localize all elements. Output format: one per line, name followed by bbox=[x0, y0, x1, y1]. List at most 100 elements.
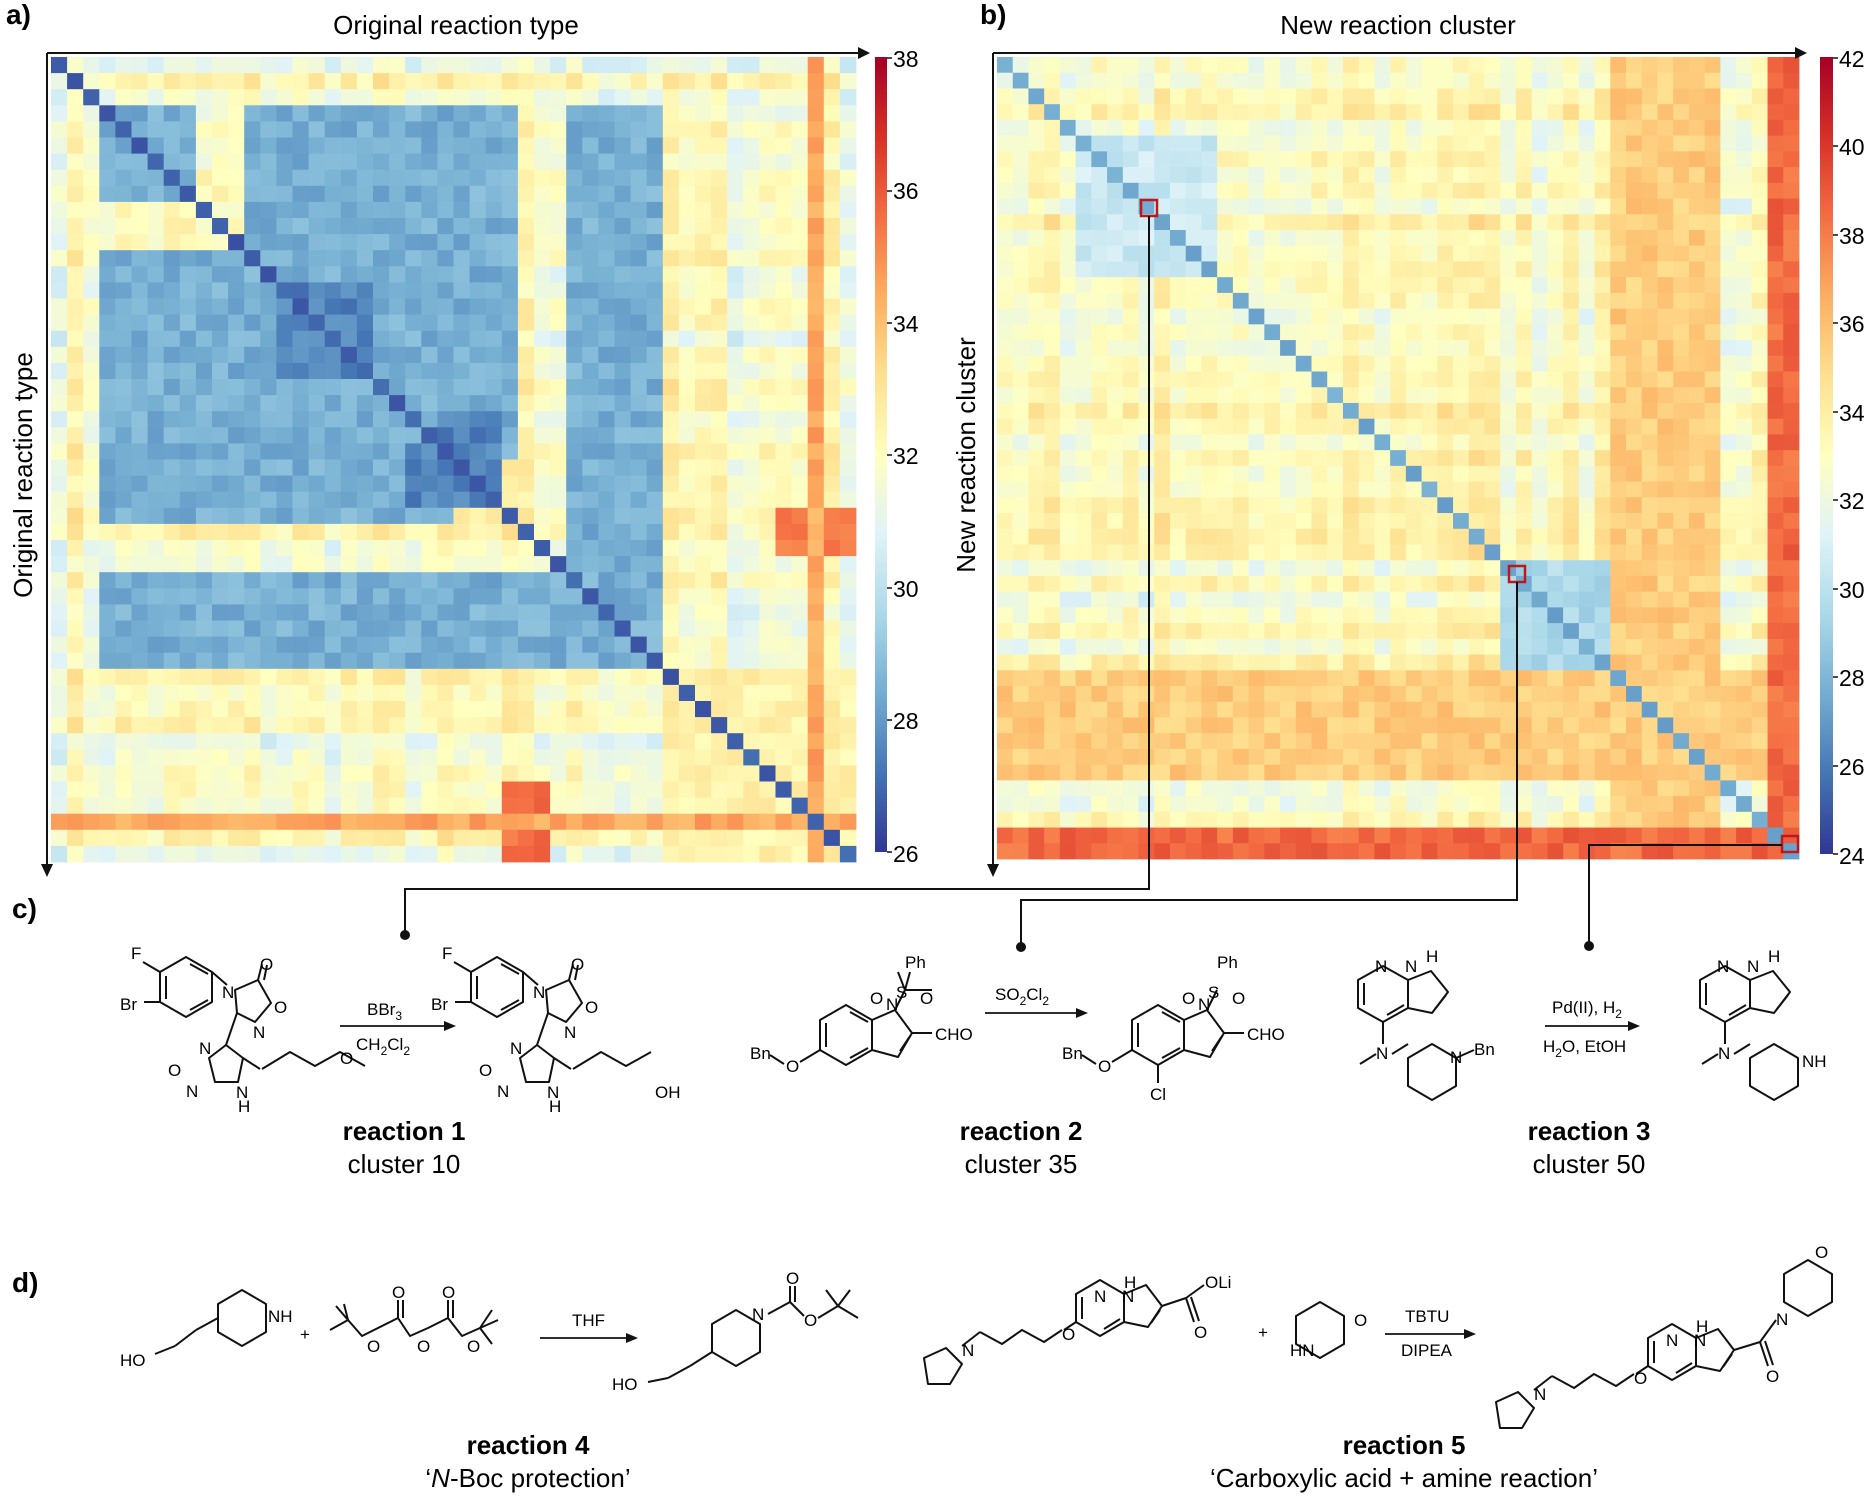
heatmap-cell bbox=[437, 717, 454, 734]
heatmap-cell bbox=[1122, 481, 1139, 498]
heatmap-cell bbox=[244, 701, 261, 718]
heatmap-cell bbox=[276, 411, 293, 428]
heatmap-cell bbox=[373, 797, 390, 815]
heatmap-cell bbox=[1515, 135, 1533, 152]
heatmap-cell bbox=[453, 684, 470, 702]
heatmap-cell bbox=[646, 717, 664, 734]
heatmap-cell bbox=[791, 89, 809, 106]
heatmap-cell bbox=[389, 701, 406, 718]
heatmap-cell bbox=[469, 395, 487, 412]
heatmap-cell bbox=[1138, 340, 1155, 357]
heatmap-cell bbox=[179, 73, 197, 90]
heatmap-cell bbox=[550, 234, 567, 251]
heatmap-cell bbox=[1280, 418, 1297, 435]
heatmap-cell bbox=[1122, 72, 1139, 89]
heatmap-cell bbox=[485, 620, 503, 637]
heatmap-cell bbox=[1657, 528, 1674, 545]
heatmap-cell bbox=[743, 346, 760, 364]
heatmap-cell bbox=[1641, 764, 1658, 781]
heatmap-cell bbox=[1028, 764, 1045, 781]
heatmap-cell bbox=[1515, 701, 1533, 718]
heatmap-cell bbox=[1453, 654, 1470, 671]
heatmap-cell bbox=[83, 201, 100, 219]
heatmap-cell bbox=[646, 765, 664, 782]
heatmap-cell bbox=[163, 620, 181, 637]
heatmap-cell bbox=[1107, 780, 1124, 797]
heatmap-cell bbox=[1075, 513, 1092, 530]
heatmap-cell bbox=[389, 282, 406, 299]
heatmap-cell bbox=[469, 234, 487, 251]
heatmap-cell bbox=[131, 845, 148, 863]
heatmap-cell bbox=[485, 427, 503, 444]
heatmap-cell bbox=[1641, 261, 1658, 278]
heatmap-cell bbox=[775, 749, 792, 766]
heatmap-cell bbox=[1012, 198, 1029, 215]
heatmap-cell bbox=[1075, 229, 1092, 247]
heatmap-cell bbox=[997, 214, 1014, 231]
heatmap-cell bbox=[115, 797, 132, 815]
heatmap-cell bbox=[1547, 308, 1564, 325]
heatmap-cell bbox=[99, 282, 116, 299]
heatmap-cell bbox=[1751, 733, 1768, 750]
heatmap-cell bbox=[485, 813, 503, 831]
heatmap-cell bbox=[469, 89, 487, 106]
heatmap-cell bbox=[1390, 654, 1407, 671]
heatmap-cell bbox=[727, 620, 744, 637]
heatmap-cell bbox=[228, 459, 245, 476]
heatmap-cell bbox=[1075, 591, 1092, 608]
heatmap-cell bbox=[678, 668, 696, 686]
heatmap-cell bbox=[1044, 434, 1061, 451]
heatmap-cell bbox=[614, 636, 631, 654]
heatmap-cell bbox=[759, 781, 776, 798]
heatmap-cell bbox=[678, 266, 696, 283]
heatmap-cell bbox=[711, 57, 728, 74]
heatmap-cell bbox=[485, 169, 503, 187]
heatmap-cell bbox=[1075, 638, 1092, 655]
heatmap-cell bbox=[1688, 167, 1706, 184]
heatmap-cell bbox=[614, 201, 631, 219]
heatmap-cell bbox=[1453, 167, 1470, 184]
heatmap-cell bbox=[1626, 387, 1643, 404]
heatmap-cell bbox=[1122, 528, 1139, 545]
heatmap-cell bbox=[517, 540, 535, 557]
heatmap-cell bbox=[260, 588, 277, 605]
heatmap-cell bbox=[1720, 638, 1737, 655]
heatmap-cell bbox=[1311, 88, 1328, 105]
heatmap-cell bbox=[566, 845, 583, 863]
heatmap-cell bbox=[1484, 135, 1501, 152]
heatmap-cell bbox=[1342, 638, 1360, 655]
heatmap-cell bbox=[1201, 513, 1218, 530]
heatmap-cell bbox=[1044, 324, 1061, 341]
heatmap-cell bbox=[324, 523, 342, 541]
heatmap-cell bbox=[405, 362, 422, 380]
heatmap-cell bbox=[1280, 450, 1297, 467]
heatmap-cell bbox=[1767, 324, 1784, 341]
heatmap-cell bbox=[179, 137, 197, 154]
heatmap-cell bbox=[630, 314, 648, 332]
heatmap-cell bbox=[1169, 418, 1187, 435]
heatmap-cell bbox=[1641, 104, 1658, 121]
heatmap-cell bbox=[437, 362, 454, 380]
heatmap-cell bbox=[405, 218, 422, 235]
heatmap-cell bbox=[228, 701, 245, 718]
heatmap-cell bbox=[324, 717, 342, 734]
heatmap-cell bbox=[1342, 292, 1360, 310]
heatmap-cell bbox=[1107, 701, 1124, 718]
heatmap-cell bbox=[1515, 764, 1533, 781]
heatmap-cell bbox=[131, 668, 148, 686]
heatmap-cell bbox=[324, 395, 342, 412]
heatmap-cell bbox=[1453, 371, 1470, 388]
heatmap-cell bbox=[1280, 167, 1297, 184]
heatmap-cell bbox=[1358, 119, 1375, 137]
heatmap-cell bbox=[1138, 198, 1155, 215]
heatmap-cell bbox=[662, 540, 680, 557]
heatmap-cell bbox=[646, 652, 664, 670]
heatmap-cell bbox=[1201, 560, 1218, 577]
heatmap-cell bbox=[1138, 72, 1155, 89]
heatmap-cell bbox=[711, 427, 728, 444]
heatmap-cell bbox=[598, 89, 615, 106]
heatmap-cell bbox=[997, 481, 1014, 498]
heatmap-cell bbox=[1311, 119, 1328, 137]
heatmap-cell bbox=[743, 330, 760, 348]
heatmap-cell bbox=[1673, 686, 1690, 703]
